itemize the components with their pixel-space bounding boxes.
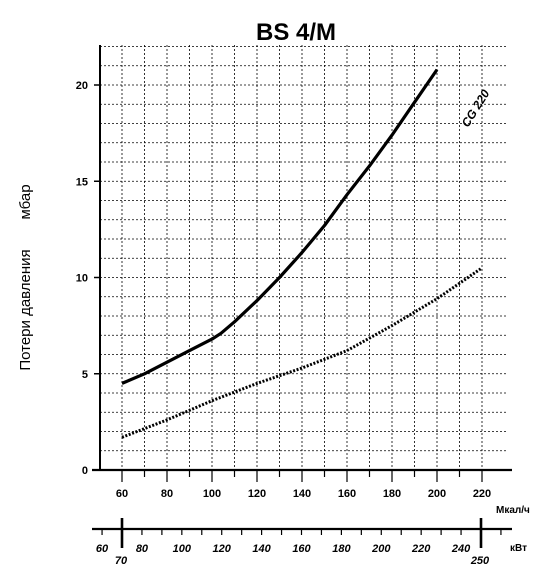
x2-major-tick-label: 70 bbox=[115, 555, 128, 564]
x-tick-label: 140 bbox=[293, 488, 311, 500]
series-line-dotted bbox=[121, 266, 483, 439]
x-tick-label: 120 bbox=[248, 488, 266, 500]
y-tick-label: 20 bbox=[76, 80, 88, 92]
x2-major-tick-label: 250 bbox=[470, 555, 490, 564]
y-axis-unit: мбар bbox=[17, 184, 34, 219]
x2-tick-label: 80 bbox=[136, 543, 149, 555]
x2-tick-label: 200 bbox=[371, 543, 391, 555]
y-tick-label: 15 bbox=[76, 176, 88, 188]
y-tick-label: 0 bbox=[82, 465, 88, 477]
tick-labels: 0 5 10 15 20 60 80 100 120 140 160 180 200 220 60 80 100… bbox=[76, 80, 491, 564]
chart-title: BS 4/M bbox=[256, 19, 336, 46]
y-tick-label: 10 bbox=[76, 273, 88, 285]
y-axis-label: Потери давления bbox=[17, 249, 34, 370]
y-tick-label: 5 bbox=[82, 369, 88, 381]
x2-tick-label: 120 bbox=[213, 543, 232, 555]
y-axis-title: Потери давления bbox=[17, 249, 34, 370]
x-tick-label: 80 bbox=[161, 488, 173, 500]
series-line-cg220 bbox=[121, 68, 439, 385]
x-tick-label: 220 bbox=[473, 488, 491, 500]
x-tick-label: 60 bbox=[116, 488, 128, 500]
x2-tick-label: 100 bbox=[173, 543, 192, 555]
curve-label-cg220: CG 220 bbox=[459, 87, 493, 130]
x-tick-label: 100 bbox=[203, 488, 221, 500]
curve-label-group: CG 220 bbox=[459, 87, 493, 130]
x2-tick-label: 180 bbox=[332, 543, 351, 555]
grid bbox=[100, 45, 506, 471]
x-tick-label: 160 bbox=[338, 488, 356, 500]
x2-tick-label: 140 bbox=[252, 543, 271, 555]
x2-tick-label: 160 bbox=[292, 543, 311, 555]
x-tick-label: 180 bbox=[383, 488, 401, 500]
axes bbox=[92, 45, 512, 548]
x2-axis-unit: кВт bbox=[510, 543, 527, 554]
x-tick-label: 200 bbox=[428, 488, 446, 500]
x-axis-unit: Мкал/ч bbox=[496, 505, 530, 516]
y-axis-unit-text: мбар bbox=[17, 184, 34, 219]
x2-tick-label: 220 bbox=[411, 543, 431, 555]
x2-tick-label: 240 bbox=[451, 543, 471, 555]
x2-tick-label: 60 bbox=[96, 543, 109, 555]
series-group bbox=[121, 68, 483, 439]
